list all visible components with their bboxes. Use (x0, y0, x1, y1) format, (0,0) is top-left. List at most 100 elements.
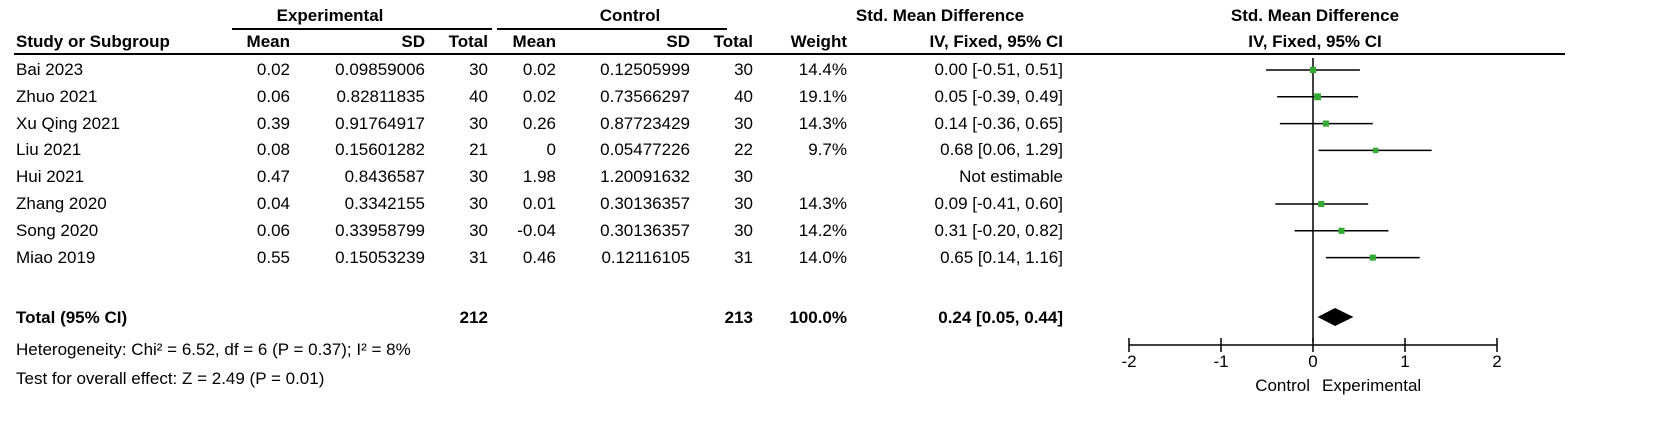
ctl-mean: 0.46 (522, 247, 556, 267)
exp-sd: 0.09859006 (335, 60, 425, 79)
exp-total: 40 (469, 86, 488, 106)
ctl-sd: 0.30136357 (600, 194, 690, 213)
study-point (1309, 66, 1317, 74)
weight: 14.4% (798, 60, 847, 79)
favours-experimental-label: Experimental (1322, 376, 1422, 395)
exp-sd: 0.3342155 (344, 194, 425, 213)
ctl-total: 30 (734, 167, 753, 187)
study-name: Hui 2021 (16, 167, 85, 187)
study-point (1318, 200, 1325, 208)
col-exp-mean-header: Mean (246, 32, 290, 51)
col-study-header: Study or Subgroup (16, 32, 170, 51)
study-name: Miao 2019 (16, 247, 96, 267)
plot-method-header: IV, Fixed, 95% CI (1248, 32, 1382, 51)
overall-effect-text: Test for overall effect: Z = 2.49 (P = 0… (16, 369, 325, 388)
exp-total: 31 (469, 247, 488, 267)
exp-total: 21 (469, 140, 488, 160)
col-exp-total-header: Total (448, 32, 488, 51)
ctl-sd: 0.73566297 (600, 86, 690, 106)
study-point (1322, 120, 1329, 127)
control-group-header: Control (599, 6, 661, 25)
ctl-sd: 0.12116105 (601, 247, 690, 267)
exp-mean: 0.04 (256, 194, 290, 213)
weight: 9.7% (808, 140, 847, 160)
x-tick-label: 0 (1308, 352, 1317, 371)
exp-mean: 0.47 (256, 167, 290, 187)
ctl-mean: 1.98 (522, 167, 556, 187)
ctl-total: 30 (734, 194, 753, 213)
study-name: Xu Qing 2021 (16, 113, 120, 133)
ctl-total: 40 (734, 86, 753, 106)
col-ctl-total-header: Total (713, 32, 753, 51)
study-name: Bai 2023 (16, 60, 84, 79)
x-tick-label: -2 (1121, 352, 1136, 371)
ctl-sd: 0.05477226 (600, 140, 690, 160)
weight: 14.2% (798, 220, 847, 240)
ctl-total: 30 (734, 113, 753, 133)
col-weight-header: Weight (790, 32, 847, 51)
study-point (1372, 147, 1379, 154)
experimental-header-underline (232, 28, 492, 30)
x-tick-label: -1 (1213, 352, 1228, 371)
ctl-mean: 0.02 (522, 60, 556, 79)
total-label: Total (95% CI) (16, 308, 128, 327)
study-point (1369, 254, 1376, 261)
x-tick-label: 1 (1400, 352, 1409, 371)
ctl-mean: 0.02 (522, 86, 556, 106)
smd-ci: 0.14 [-0.36, 0.65] (934, 113, 1063, 133)
study-point (1338, 227, 1345, 234)
exp-sd: 0.82811835 (336, 86, 425, 106)
ctl-mean: 0 (546, 140, 556, 160)
study-name: Liu 2021 (16, 140, 82, 160)
study-name: Zhuo 2021 (16, 86, 98, 106)
col-exp-sd-header: SD (401, 32, 425, 51)
plot-title: Std. Mean Difference (1230, 6, 1400, 25)
exp-mean: 0.39 (256, 113, 290, 133)
pooled-diamond (1317, 308, 1354, 326)
exp-total: 30 (469, 60, 488, 79)
exp-total: 30 (469, 113, 488, 133)
exp-mean: 0.08 (256, 140, 290, 160)
exp-sd: 0.33958799 (335, 220, 425, 240)
exp-mean: 0.55 (256, 247, 290, 267)
total-exp: 212 (459, 308, 488, 327)
smd-ci: 0.31 [-0.20, 0.82] (934, 220, 1063, 240)
study-name: Zhang 2020 (16, 194, 107, 213)
col-ctl-mean-header: Mean (512, 32, 556, 51)
weight: 14.3% (798, 194, 847, 213)
ctl-mean: 0.01 (522, 194, 556, 213)
smd-ci: Not estimable (959, 167, 1063, 187)
favours-control-label: Control (1255, 376, 1310, 395)
study-name: Song 2020 (16, 220, 99, 240)
smd-ci: 0.05 [-0.39, 0.49] (934, 86, 1063, 106)
ctl-sd: 0.12505999 (600, 60, 690, 79)
exp-total: 30 (469, 194, 488, 213)
exp-sd: 0.8436587 (344, 167, 425, 187)
exp-mean: 0.06 (256, 220, 290, 240)
ctl-total: 30 (734, 220, 753, 240)
smd-column-title: Std. Mean Difference (855, 6, 1025, 25)
total-ci: 0.24 [0.05, 0.44] (938, 308, 1063, 327)
ctl-total: 30 (734, 60, 753, 79)
ctl-total: 31 (734, 247, 753, 267)
smd-ci: 0.68 [0.06, 1.29] (940, 140, 1063, 160)
exp-total: 30 (469, 220, 488, 240)
header-rule (14, 53, 1565, 55)
exp-total: 30 (469, 167, 488, 187)
smd-ci: 0.65 [0.14, 1.16] (940, 247, 1063, 267)
exp-mean: 0.06 (256, 86, 290, 106)
ctl-mean: 0.26 (522, 113, 556, 133)
col-ctl-sd-header: SD (666, 32, 690, 51)
control-header-underline (497, 28, 727, 30)
exp-sd: 0.91764917 (335, 113, 425, 133)
total-weight: 100.0% (789, 308, 847, 327)
exp-sd: 0.15601282 (335, 140, 425, 160)
heterogeneity-text: Heterogeneity: Chi² = 6.52, df = 6 (P = … (16, 340, 411, 359)
ctl-sd: 1.20091632 (600, 167, 690, 187)
ctl-total: 22 (734, 140, 753, 160)
exp-sd: 0.15053239 (335, 247, 425, 267)
ctl-sd: 0.30136357 (600, 220, 690, 240)
weight: 19.1% (798, 86, 847, 106)
